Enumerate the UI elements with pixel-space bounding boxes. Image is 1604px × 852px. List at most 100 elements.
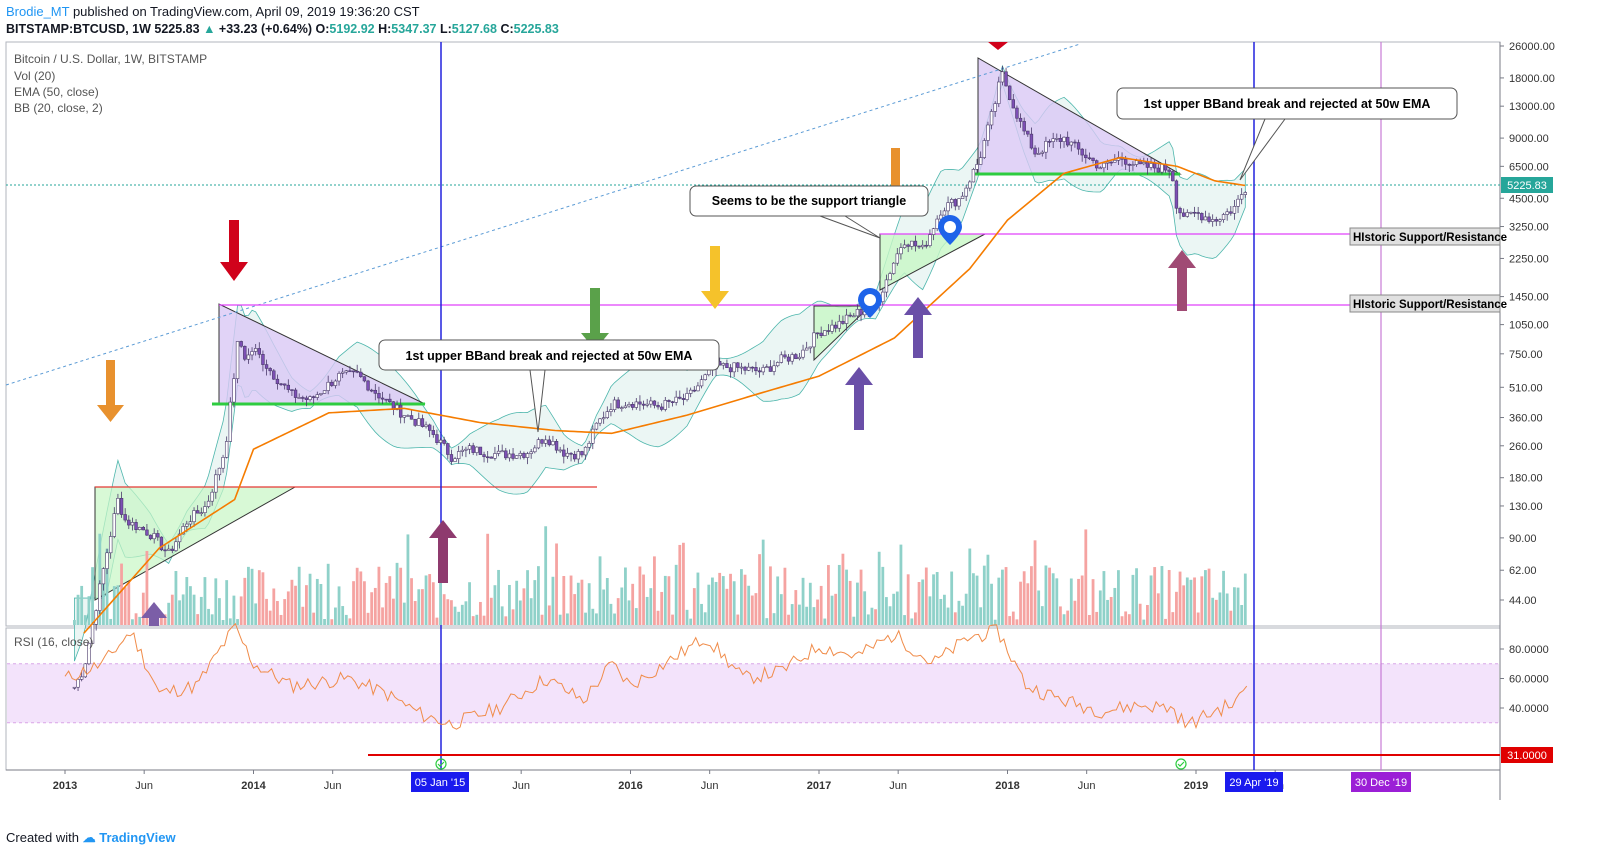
trend-line[interactable] [5,43,1081,386]
candle [1142,162,1146,165]
candle [844,314,849,324]
candle [123,514,127,521]
candle [134,522,138,530]
candle [1084,154,1088,159]
candle [964,187,968,197]
candle [369,389,374,392]
callout-left[interactable]: 1st upper BBand break and rejected at 50… [378,339,720,433]
volume-bar [968,548,972,625]
candle [852,315,856,318]
volume-bar [624,567,627,625]
rsi-axis[interactable]: 80.0000 60.0000 40.0000 [1500,644,1549,715]
volume-bar [689,618,693,625]
volume-bar [740,569,743,625]
volume-bar [805,606,809,625]
time-marker-jan15[interactable]: 05 Jan '15 [411,772,469,792]
candle [1167,169,1171,172]
volume-bar [127,582,131,625]
candle [398,404,403,418]
candle [232,378,236,403]
volume-bar [319,584,323,625]
candle [681,398,686,400]
candle [355,370,359,373]
historic-label-1[interactable]: HIstoric Support/Resistance [1349,227,1507,246]
volume-bar [772,613,776,625]
volume-bar [551,576,555,625]
candle [815,332,820,335]
time-axis[interactable]: 2013 Jun 2014 Jun Jun 2016 Jun 2017 Jun 2018 Jun 20… [53,770,1284,792]
volume-bar [660,591,664,625]
tradingview-logo[interactable]: ☁ TradingView [82,830,176,845]
volume-bar [308,573,312,625]
red-down-arrow[interactable] [220,220,248,281]
candle [823,330,827,336]
candle [489,456,493,459]
candle [105,552,109,569]
historic-label-2[interactable]: HIstoric Support/Resistance [1349,294,1507,313]
volume-bar [352,581,355,625]
price-axis-label: 26000.00 [1509,41,1555,53]
callout-triangle[interactable]: Seems to be the support triangle [689,185,929,239]
orange-down-arrow[interactable] [97,360,124,422]
volume-bar [946,607,950,625]
callout-triangle-text: Seems to be the support triangle [712,194,907,208]
time-axis-label: 2013 [53,780,77,792]
candle [790,354,794,362]
candle [605,411,610,418]
maroon-up-arrow[interactable] [1168,250,1196,311]
volume-bar [522,588,526,625]
volume-bar [87,596,91,625]
candle [221,457,225,469]
yellow-down-arrow[interactable] [701,246,729,309]
candle [656,405,660,408]
candle [362,376,367,382]
volume-bar [642,574,645,625]
volume-bar [363,581,366,625]
purple-up-arrow[interactable] [845,367,873,430]
callout-right[interactable]: 1st upper BBand break and rejected at 50… [1116,87,1458,181]
candle [630,404,635,408]
time-marker-apr19[interactable]: 29 Apr '19 [1225,772,1283,792]
volume-bar [943,594,946,625]
purple-up-arrow[interactable] [904,297,932,358]
volume-bar [341,606,345,625]
volume-bar [348,618,352,625]
triangle-shape[interactable] [94,486,297,601]
candle [1203,216,1208,221]
time-marker-dec19[interactable]: 30 Dec '19 [1351,772,1411,792]
candle [1018,117,1023,122]
volume-bar [830,595,834,625]
bollinger-band-area [74,64,1246,662]
map-pin-icon[interactable] [858,288,882,318]
volume-bar [120,563,123,625]
purple-up-arrow[interactable] [141,602,167,626]
map-pin-icon[interactable] [938,215,962,245]
volume-bar [866,614,870,625]
candle [808,346,813,349]
candle [1065,136,1070,146]
volume-bar [373,587,377,625]
orange-down-arrow[interactable] [891,148,900,186]
volume-bar [526,570,529,625]
price-axis-label: 44.00 [1509,595,1537,607]
candle [1131,164,1135,166]
candle [1062,136,1066,142]
candle [511,453,515,459]
volume-bar [1182,585,1186,625]
volume-bar [1037,590,1041,625]
price-axis[interactable]: 26000.00 18000.00 13000.00 9000.00 6500.00 45… [1500,41,1555,607]
volume-bar [1149,575,1153,625]
candle [794,354,798,360]
volume-bar [1084,529,1088,625]
red-down-arrow[interactable] [988,42,1008,50]
volume-bar [852,616,856,625]
candle [130,522,135,526]
footer: Created with ☁ TradingView [6,830,176,846]
author-link[interactable]: Brodie_MT [6,4,70,19]
rsi-axis-label: 80.0000 [1509,644,1549,656]
maroon-up-arrow[interactable] [429,520,457,583]
candle [137,526,142,530]
candle [471,445,475,453]
volume-bar [464,601,468,625]
